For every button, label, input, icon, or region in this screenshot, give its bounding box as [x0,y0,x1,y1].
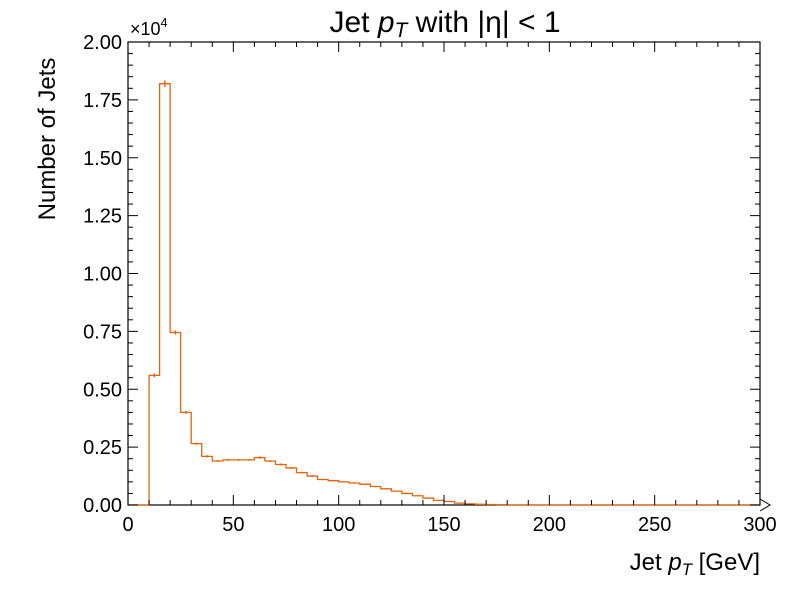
y-axis-offset-label: ×104 [130,16,168,39]
plot-frame [127,41,761,506]
x-tick-label: 150 [427,514,460,536]
histogram-series [128,80,760,506]
y-tick-label: 1.25 [83,206,122,228]
y-tick-label: 2.00 [83,32,122,54]
xlabel-sub: T [682,560,694,579]
y-offset-base: ×10 [130,19,161,39]
x-tick-label: 300 [743,514,776,536]
y-tick-label: 0.75 [83,321,122,343]
title-var: p [377,6,395,39]
x-tick-label: 200 [533,514,566,536]
x-axis-arrow-icon [759,498,771,512]
y-tick-label: 1.00 [83,264,122,286]
xlabel-prefix: Jet [630,549,669,576]
xlabel-var: p [667,549,681,576]
y-tick-label: 0.50 [83,379,122,401]
title-sub: T [395,19,410,42]
y-axis: 0.00 0.25 0.50 0.75 1.00 1.25 1.50 1.75 2.00 [83,32,760,517]
x-tick-label: 250 [638,514,671,536]
y-tick-label: 0.25 [83,437,122,459]
x-tick-label: 0 [122,514,133,536]
y-tick-label: 1.50 [83,148,122,170]
histogram-step-line [128,83,760,506]
y-offset-exponent: 4 [161,16,168,30]
plot-area [127,41,761,506]
y-axis-label: Number of Jets [34,58,61,221]
x-axis-label: Jet pT [GeV] [630,549,760,579]
y-tick-label: 0.00 [83,495,122,517]
xlabel-suffix: [GeV] [692,549,760,576]
x-tick-label: 100 [322,514,355,536]
x-tick-label: 50 [222,514,244,536]
x-axis: 0 50 100 150 200 250 300 [122,42,777,536]
chart-title: Jet pT with |η| < 1 [329,6,560,42]
title-prefix: Jet [329,6,377,39]
title-suffix: with |η| < 1 [407,6,560,39]
y-tick-label: 1.75 [83,90,122,112]
